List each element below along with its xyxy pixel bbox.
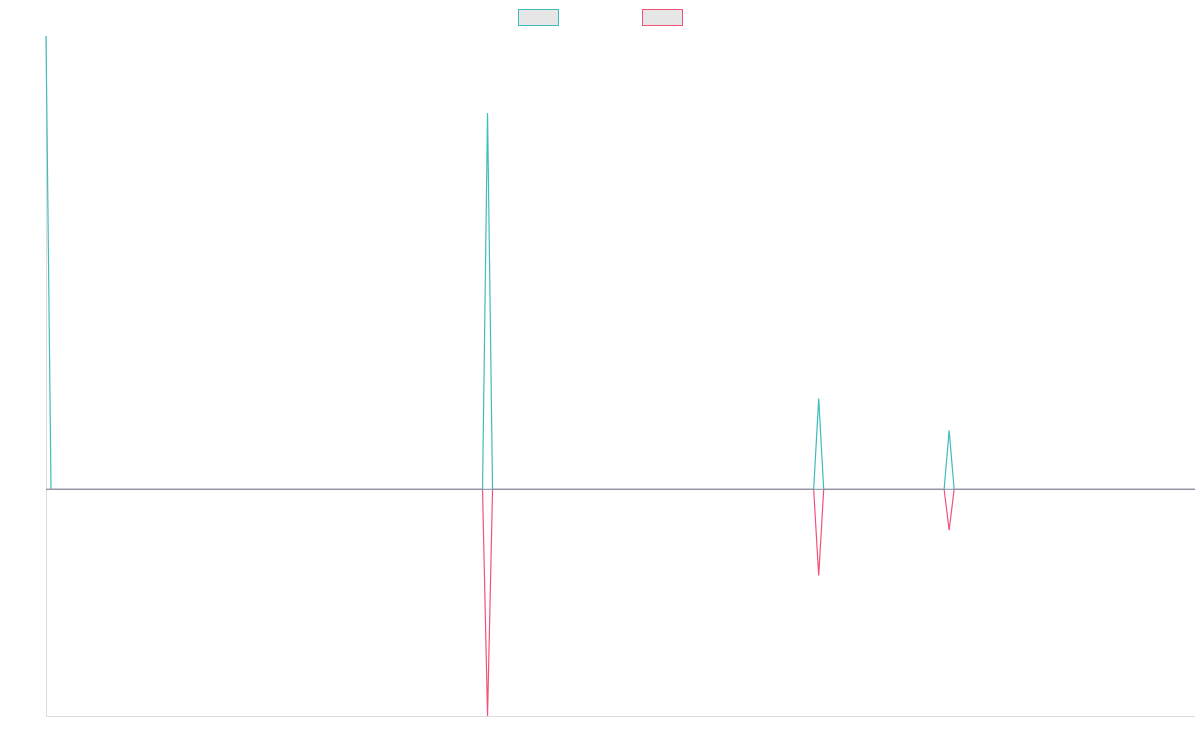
legend-swatch-1 <box>518 9 559 26</box>
legend-swatch-2 <box>642 9 683 26</box>
series-lines <box>45 35 1195 717</box>
series-line-2 <box>46 488 1195 717</box>
legend <box>518 9 683 26</box>
axes <box>46 36 1195 717</box>
series-line-1 <box>45 35 1195 490</box>
